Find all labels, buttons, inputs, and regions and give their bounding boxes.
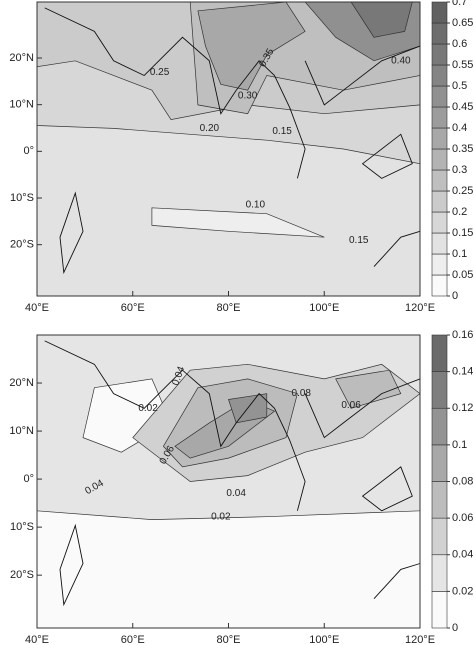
colorbar-label: 0.04 [452,549,473,561]
colorbar-band [431,127,448,150]
colorbar-band [431,371,448,409]
colorbar-label: 0.16 [452,329,473,341]
x-tick-label: 100°E [309,634,339,645]
contour-label: 0.02 [211,511,231,522]
colorbar-label: 0.05 [452,269,473,281]
colorbar-band [431,43,448,66]
colorbar-band [431,274,448,297]
colorbar-label: 0.45 [452,101,473,113]
x-tick-label: 40°E [25,634,49,645]
colorbar-label: 0.06 [452,512,473,524]
colorbar-band [431,517,448,556]
y-tick-label: 10°N [9,99,34,111]
colorbar-band [431,1,448,24]
colorbar-label: 0.35 [452,143,473,155]
x-tick-label: 120°E [405,634,435,645]
x-tick-label: 60°E [121,634,145,645]
colorbar-label: 0.12 [452,402,473,414]
contour-fill [197,1,306,91]
colorbar-band [431,334,448,372]
colorbar-label: 0.3 [452,164,467,176]
colorbar-label: 0.65 [452,17,473,29]
coastline [44,340,421,607]
colorbar-band [431,481,448,519]
colorbar-label: 0.14 [452,366,473,378]
y-tick-label: 0° [23,145,34,157]
colorbar-label: 0.5 [452,80,467,92]
colorbar-band [431,232,448,255]
contour-label: 0.15 [349,235,369,246]
colorbar-label: 0.1 [452,248,467,260]
y-tick-label: 10°N [9,425,34,437]
colorbar-band [431,106,448,129]
colorbar-band [431,148,448,171]
x-tick-label: 100°E [309,302,339,314]
y-tick-label: 20°S [10,569,34,581]
colorbar-band [431,407,448,446]
colorbar-label: 0.7 [452,0,467,8]
coastline [44,7,421,275]
contour-label: 0.15 [272,126,292,137]
contour-label: 0.25 [150,67,170,78]
contour-label: 0.04 [226,488,246,499]
colorbar-band [431,211,448,234]
colorbar-band [431,554,448,592]
colorbar-band [431,253,448,276]
contour-label: 0.06 [341,400,361,411]
contour-label: 0.20 [200,123,220,134]
x-tick-label: 80°E [217,302,241,314]
colorbar-band [431,169,448,192]
contour-label: 0.08 [292,388,312,399]
colorbar-band [431,85,448,108]
y-tick-label: 0° [23,473,34,485]
colorbar-band [431,444,448,482]
y-tick-label: 10°S [10,192,34,204]
colorbar-label: 0.55 [452,59,473,71]
colorbar-label: 0.1 [452,439,467,451]
y-tick-label: 10°S [10,521,34,533]
contour-label: 0.02 [138,403,158,414]
colorbar-label: 0 [452,622,458,634]
x-tick-label: 120°E [405,302,435,314]
colorbar-label: 0.02 [452,585,473,597]
colorbar-band [431,64,448,87]
x-tick-label: 60°E [121,302,145,314]
colorbar-band [431,591,448,629]
colorbar-label: 0.15 [452,227,473,239]
y-tick-label: 20°S [10,239,34,251]
y-tick-label: 20°N [9,52,34,64]
y-tick-label: 20°N [9,377,34,389]
colorbar-band [431,22,448,45]
colorbar-label: 0.6 [452,38,467,50]
colorbar-band [431,190,448,213]
x-tick-label: 80°E [217,634,241,645]
contour-label: 0.40 [391,55,411,66]
colorbar-label: 0 [452,290,458,302]
contour-label: 0.10 [246,200,266,211]
colorbar-label: 0.2 [452,206,467,218]
colorbar-label: 0.4 [452,122,467,134]
contour-fill [151,207,325,238]
contour-fill [335,369,402,409]
contour-label: 0.30 [238,91,258,102]
colorbar-label: 0.08 [452,475,473,487]
x-tick-label: 40°E [25,302,49,314]
colorbar-label: 0.25 [452,185,473,197]
